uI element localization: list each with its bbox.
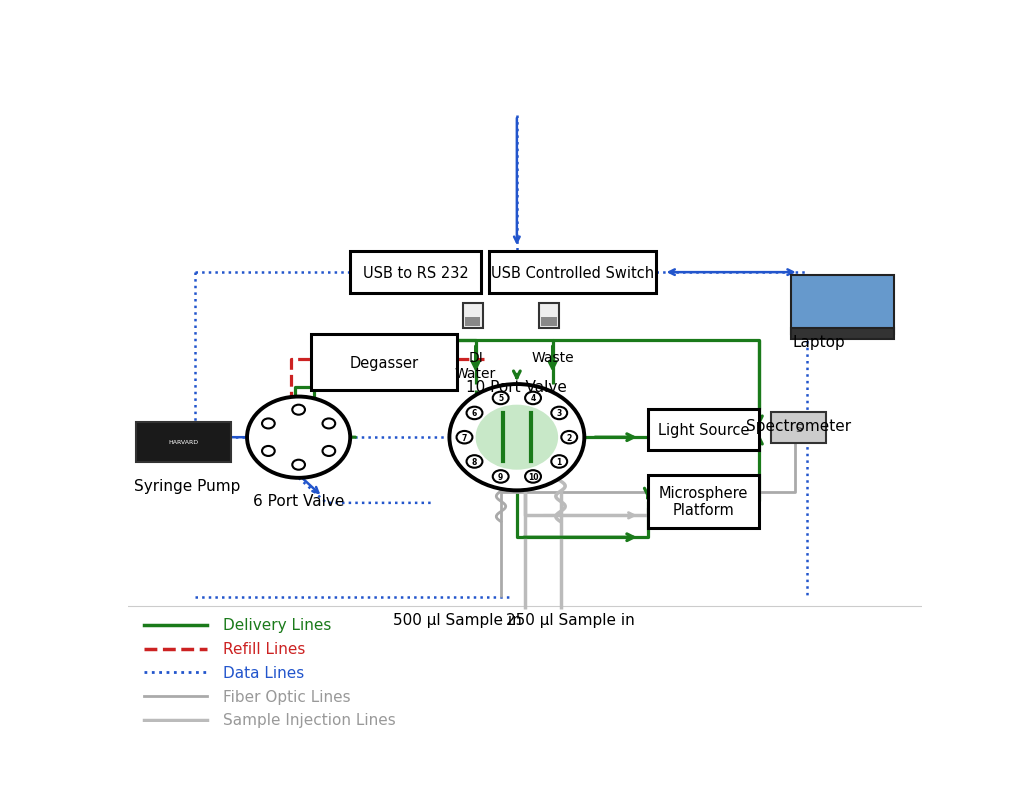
Text: 9: 9 [498,472,504,482]
Text: 6: 6 [472,409,477,418]
Circle shape [561,431,578,444]
Text: Sample Injection Lines: Sample Injection Lines [223,712,396,727]
FancyBboxPatch shape [648,410,759,450]
Circle shape [457,431,472,444]
Circle shape [450,384,585,491]
FancyBboxPatch shape [136,422,231,462]
Text: USB to RS 232: USB to RS 232 [362,265,469,281]
FancyBboxPatch shape [648,475,759,528]
Text: 500 µl Sample in: 500 µl Sample in [393,612,521,628]
Circle shape [247,397,350,478]
Circle shape [292,406,305,415]
Text: USB Controlled Switch: USB Controlled Switch [490,265,654,281]
FancyBboxPatch shape [350,251,481,294]
Text: Spectrometer: Spectrometer [746,419,851,434]
Text: Laptop: Laptop [792,335,845,350]
FancyBboxPatch shape [463,303,482,328]
Circle shape [525,470,541,483]
Circle shape [525,393,541,405]
Text: 1: 1 [557,457,562,466]
Text: Delivery Lines: Delivery Lines [223,617,332,633]
Text: 10 Port Valve: 10 Port Valve [466,380,567,395]
Text: 8: 8 [472,457,477,466]
Circle shape [323,446,335,457]
Text: 5: 5 [498,394,503,403]
FancyBboxPatch shape [791,328,894,340]
Text: 250 µl Sample in: 250 µl Sample in [507,612,635,628]
FancyBboxPatch shape [771,413,826,444]
Circle shape [551,456,567,468]
FancyBboxPatch shape [539,303,559,328]
Text: 6 Port Valve: 6 Port Valve [253,494,344,508]
Text: HARVARD: HARVARD [169,440,199,444]
Text: Refill Lines: Refill Lines [223,642,305,656]
FancyBboxPatch shape [489,251,655,294]
FancyBboxPatch shape [791,275,894,335]
FancyBboxPatch shape [465,317,480,327]
Text: Syringe Pump: Syringe Pump [134,478,241,493]
Circle shape [262,419,274,429]
Text: 4: 4 [530,394,536,403]
Circle shape [323,419,335,429]
Text: DI
Water: DI Water [455,350,497,380]
Circle shape [467,456,482,468]
Text: 2: 2 [566,433,571,442]
Text: Light Source: Light Source [657,423,750,437]
Text: Data Lines: Data Lines [223,665,304,680]
Text: 3: 3 [557,409,562,418]
Text: Degasser: Degasser [349,355,419,370]
Text: S: S [795,423,802,433]
Text: 7: 7 [462,433,467,442]
Text: Waste: Waste [531,350,573,364]
Text: Fiber Optic Lines: Fiber Optic Lines [223,689,351,704]
Circle shape [467,407,482,419]
Text: Microsphere
Platform: Microsphere Platform [658,486,749,518]
FancyBboxPatch shape [542,317,557,327]
FancyBboxPatch shape [310,335,458,391]
Circle shape [551,407,567,419]
Circle shape [493,393,509,405]
Text: 10: 10 [527,472,539,482]
Circle shape [475,406,558,470]
Circle shape [262,446,274,457]
Circle shape [292,460,305,470]
Circle shape [493,470,509,483]
